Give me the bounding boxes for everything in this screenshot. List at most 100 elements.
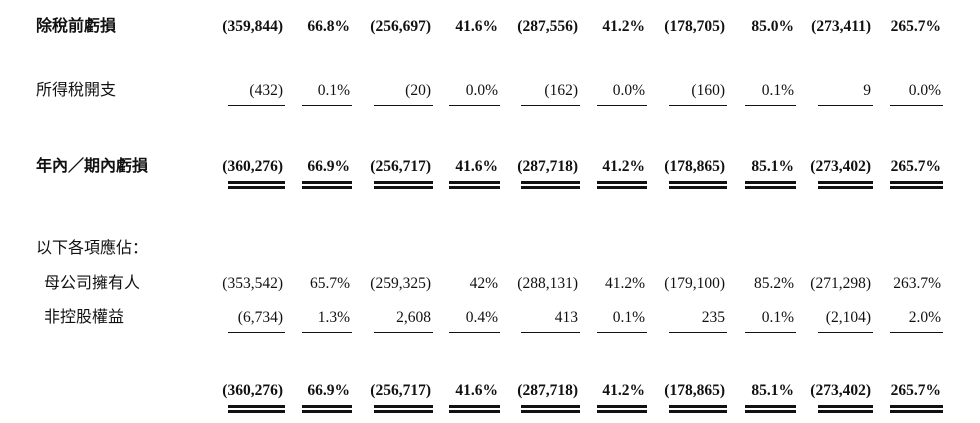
single-underline <box>302 105 352 106</box>
single-underline <box>521 332 580 333</box>
percent-cell: 66.9% <box>307 382 350 399</box>
table-row: 非控股權益 (6,734) 1.3% 2,608 0.4% 413 0.1% 235 0.1% (… <box>0 305 980 331</box>
single-underline <box>597 105 647 106</box>
single-underline <box>228 332 285 333</box>
percent-cell: 41.6% <box>455 18 498 35</box>
double-underline <box>449 405 500 413</box>
table-row: (360,276) 66.9% (256,717) 41.6% (287,718) 41.… <box>0 378 980 404</box>
amount-cell: (273,402) <box>810 382 871 399</box>
amount-cell: (288,131) <box>517 275 578 292</box>
percent-cell: 41.2% <box>602 382 645 399</box>
double-underline <box>745 181 796 189</box>
amount-cell: (271,298) <box>810 275 871 292</box>
single-underline <box>745 332 796 333</box>
double-underline <box>745 405 796 413</box>
table-row: 除稅前虧損 (359,844) 66.8% (256,697) 41.6% (287,55… <box>0 14 980 40</box>
double-underline <box>890 405 943 413</box>
single-underline <box>890 105 943 106</box>
amount-cell: (179,100) <box>664 275 725 292</box>
amount-cell: (2,104) <box>825 309 871 326</box>
amount-cell: (273,402) <box>810 158 871 175</box>
single-underline <box>669 105 727 106</box>
percent-cell: 0.1% <box>761 82 794 99</box>
percent-cell: 41.2% <box>602 18 645 35</box>
double-underline <box>521 405 580 413</box>
percent-cell: 42% <box>469 275 498 292</box>
amount-cell: 2,608 <box>396 309 431 326</box>
percent-cell: 85.1% <box>751 158 794 175</box>
table-row: 母公司擁有人 (353,542) 65.7% (259,325) 42% (288,131… <box>0 271 980 297</box>
amount-cell: (256,717) <box>370 382 431 399</box>
amount-cell: (162) <box>544 82 578 99</box>
percent-cell: 41.2% <box>602 158 645 175</box>
single-underline <box>449 332 500 333</box>
amount-cell: (256,697) <box>370 18 431 35</box>
amount-cell: (259,325) <box>370 275 431 292</box>
single-underline <box>228 105 285 106</box>
percent-cell: 0.0% <box>465 82 498 99</box>
single-underline <box>669 332 727 333</box>
percent-cell: 265.7% <box>890 158 941 175</box>
row-label: 年內／期內虧損 <box>36 158 149 175</box>
double-underline <box>449 181 500 189</box>
percent-cell: 41.2% <box>604 275 645 292</box>
percent-cell: 265.7% <box>890 382 941 399</box>
percent-cell: 2.0% <box>908 309 941 326</box>
table-row: 以下各項應佔： <box>0 236 980 262</box>
amount-cell: (256,717) <box>370 158 431 175</box>
double-underline <box>228 405 285 413</box>
single-underline <box>818 332 873 333</box>
single-underline <box>302 332 352 333</box>
double-underline <box>669 405 727 413</box>
percent-cell: 0.0% <box>908 82 941 99</box>
percent-cell: 41.6% <box>455 382 498 399</box>
percent-cell: 85.2% <box>753 275 794 292</box>
percent-cell: 265.7% <box>890 18 941 35</box>
single-underline <box>374 332 433 333</box>
amount-cell: (287,556) <box>517 18 578 35</box>
double-underline <box>374 181 433 189</box>
double-underline <box>597 181 647 189</box>
amount-cell: (360,276) <box>222 158 283 175</box>
percent-cell: 66.8% <box>307 18 350 35</box>
amount-cell: (160) <box>691 82 725 99</box>
amount-cell: (353,542) <box>222 275 283 292</box>
row-label: 母公司擁有人 <box>44 275 141 292</box>
percent-cell: 0.4% <box>465 309 498 326</box>
amount-cell: (432) <box>249 82 283 99</box>
amount-cell: 9 <box>863 82 871 99</box>
amount-cell: (178,865) <box>664 382 725 399</box>
double-underline <box>228 181 285 189</box>
amount-cell: (287,718) <box>517 382 578 399</box>
amount-cell: (359,844) <box>222 18 283 35</box>
double-underline <box>597 405 647 413</box>
percent-cell: 85.1% <box>751 382 794 399</box>
percent-cell: 65.7% <box>309 275 350 292</box>
amount-cell: (20) <box>405 82 431 99</box>
single-underline <box>597 332 647 333</box>
double-underline <box>302 405 352 413</box>
amount-cell: (287,718) <box>517 158 578 175</box>
amount-cell: (178,705) <box>664 18 725 35</box>
single-underline <box>818 105 873 106</box>
single-underline <box>449 105 500 106</box>
amount-cell: (6,734) <box>237 309 283 326</box>
double-underline <box>374 405 433 413</box>
amount-cell: 235 <box>701 309 725 326</box>
percent-cell: 1.3% <box>317 309 350 326</box>
row-label: 所得稅開支 <box>36 82 117 99</box>
double-underline <box>521 181 580 189</box>
row-label: 非控股權益 <box>44 309 125 326</box>
double-underline <box>818 405 873 413</box>
percent-cell: 66.9% <box>307 158 350 175</box>
double-underline <box>302 181 352 189</box>
amount-cell: (273,411) <box>811 18 871 35</box>
single-underline <box>745 105 796 106</box>
row-label: 除稅前虧損 <box>36 18 117 35</box>
single-underline <box>890 332 943 333</box>
percent-cell: 0.0% <box>612 82 645 99</box>
single-underline <box>521 105 580 106</box>
table-row: 年內／期內虧損 (360,276) 66.9% (256,717) 41.6% (287,… <box>0 154 980 180</box>
table-row: 所得稅開支 (432) 0.1% (20) 0.0% (162) 0.0% (160) 0.1%… <box>0 78 980 104</box>
row-label: 以下各項應佔： <box>36 240 149 257</box>
